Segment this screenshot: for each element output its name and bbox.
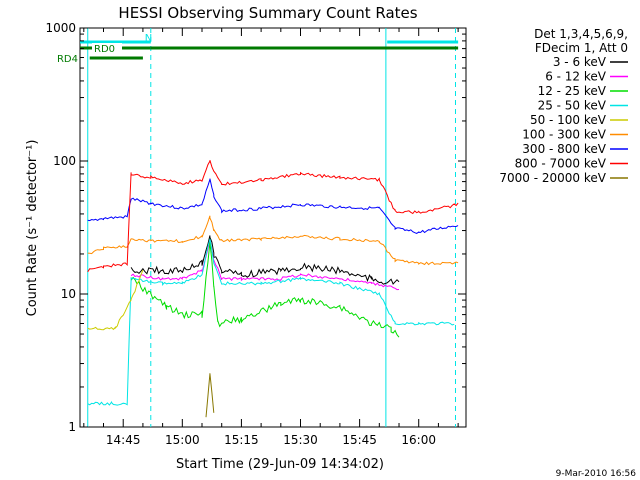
series-line xyxy=(130,235,400,285)
legend-label: 7000 - 20000 keV xyxy=(499,171,606,185)
x-tick-label: 15:00 xyxy=(165,433,200,447)
legend-label: 25 - 50 keV xyxy=(538,99,607,113)
legend: Det 1,3,4,5,6,9, FDecim 1, Att 0 3 - 6 k… xyxy=(499,27,628,185)
series-line xyxy=(87,160,459,273)
legend-header-2: FDecim 1, Att 0 xyxy=(535,41,628,55)
series-line xyxy=(130,239,400,291)
flag-label: RD4 xyxy=(57,54,78,65)
y-tick-label: 100 xyxy=(53,154,76,168)
y-axis-label: Count Rate (s⁻¹ detector⁻¹) xyxy=(25,140,40,317)
series-group xyxy=(87,160,459,418)
series-line xyxy=(130,242,400,338)
x-tick-label: 15:15 xyxy=(224,433,259,447)
series-line xyxy=(87,238,455,406)
legend-label: 800 - 7000 keV xyxy=(515,157,607,171)
y-axis: 1 10 100 1000 xyxy=(45,21,466,434)
legend-label: 300 - 800 keV xyxy=(522,142,606,156)
plot-frame xyxy=(79,27,467,428)
series-line xyxy=(87,215,459,266)
series-line xyxy=(205,373,215,418)
legend-label: 12 - 25 keV xyxy=(538,84,607,98)
chart-title: HESSI Observing Summary Count Rates xyxy=(118,4,417,22)
x-tick-label: 15:30 xyxy=(283,433,318,447)
legend-header-1: Det 1,3,4,5,6,9, xyxy=(534,27,628,41)
flag-bars: N RD0 RD4 xyxy=(57,33,459,65)
x-tick-label: 16:00 xyxy=(401,433,436,447)
x-axis: 14:45 15:00 15:15 15:30 15:45 16:00 xyxy=(83,28,459,447)
flag-label: RD0 xyxy=(94,44,115,55)
series-line xyxy=(87,178,459,234)
y-tick-label: 10 xyxy=(61,287,76,301)
legend-label: 3 - 6 keV xyxy=(553,55,607,69)
x-tick-label: 14:45 xyxy=(106,433,141,447)
series-line xyxy=(87,269,144,331)
flag-label: N xyxy=(145,33,152,44)
flag-label-bg xyxy=(92,43,122,53)
x-axis-label: Start Time (29-Jun-09 14:34:02) xyxy=(176,457,384,472)
y-tick-label: 1 xyxy=(68,420,76,434)
x-tick-label: 15:45 xyxy=(342,433,377,447)
vertical-markers xyxy=(87,28,456,427)
footer-timestamp: 9-Mar-2010 16:56 xyxy=(556,469,637,479)
legend-label: 100 - 300 keV xyxy=(522,128,606,142)
legend-label: 6 - 12 keV xyxy=(545,70,607,84)
y-tick-label: 1000 xyxy=(45,21,76,35)
legend-label: 50 - 100 keV xyxy=(530,113,607,127)
